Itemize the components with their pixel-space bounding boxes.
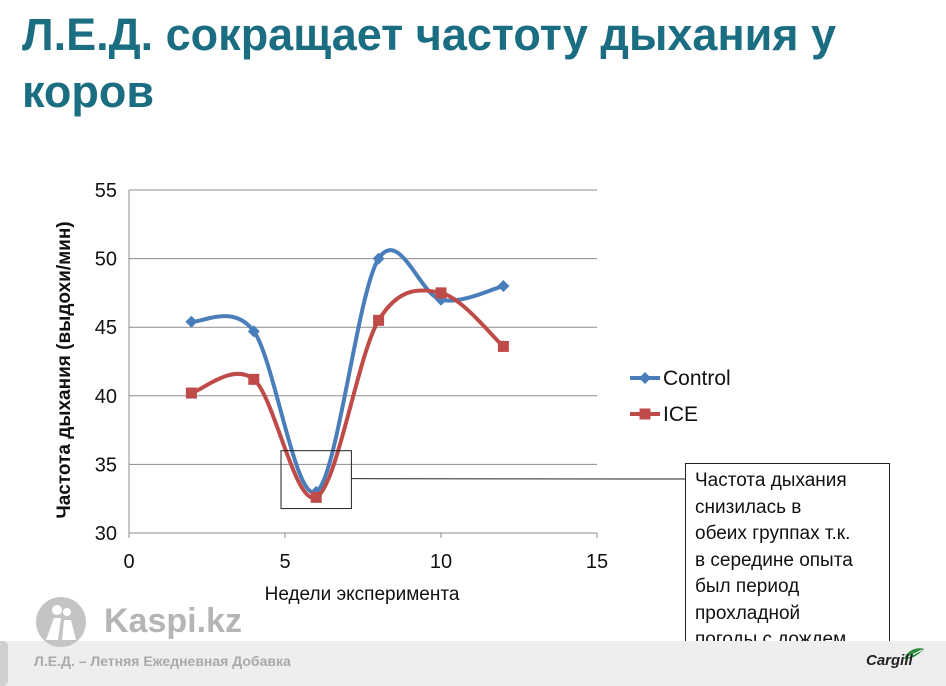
- y-tick-label: 30: [95, 523, 117, 545]
- annotation-note-line: обеих группах т.к.: [695, 523, 851, 544]
- data-point-control: [497, 280, 510, 293]
- x-tick-label: 15: [586, 551, 608, 573]
- watermark-logo: [36, 597, 86, 647]
- legend-label: Control: [663, 367, 731, 390]
- y-axis-title: Частота дыхания (выдохи/мин): [54, 221, 75, 518]
- footer-tab: [0, 641, 8, 686]
- chart-legend: Control ICE: [630, 367, 731, 426]
- legend-item-control: Control: [630, 367, 731, 390]
- legend-label: ICE: [663, 403, 698, 426]
- data-point-control: [372, 252, 385, 265]
- chart-series: [185, 248, 510, 503]
- y-tick-label: 35: [95, 454, 117, 476]
- data-point-ice: [373, 314, 385, 326]
- footer-text: Л.Е.Д. – Летняя Ежедневная Добавка: [34, 653, 291, 669]
- data-point-ice: [497, 340, 509, 352]
- chart-gridlines: [129, 189, 597, 465]
- y-tick-label: 40: [95, 386, 117, 408]
- annotation-highlight-box: [280, 450, 352, 510]
- series-ice: [185, 287, 509, 503]
- series-line-control: [191, 248, 504, 495]
- brand-logo-text: Cargill: [866, 652, 913, 669]
- annotation-note-line: был период: [695, 576, 800, 597]
- x-tick-label: 0: [123, 551, 134, 573]
- y-tick-label: 50: [95, 249, 117, 271]
- annotation-note: Частота дыхания снизилась в обеих группах …: [685, 463, 890, 656]
- annotation-note-line: в середине опыта: [695, 549, 853, 571]
- x-tick-label: 5: [279, 551, 290, 573]
- cargill-leaf-icon: [904, 648, 924, 659]
- annotation-note-line: Частота дыхания: [695, 470, 847, 491]
- data-point-ice: [310, 491, 322, 503]
- annotation-note-line: снизилась в: [695, 496, 802, 518]
- watermark-text: Kaspi.kz: [104, 602, 242, 640]
- data-point-ice: [248, 373, 260, 385]
- chart-annotation: [280, 450, 686, 510]
- legend-marker: [639, 372, 651, 384]
- y-tick-label: 45: [95, 317, 117, 339]
- x-axis-title: Недели эксперимента: [265, 584, 460, 605]
- series-line-ice: [190, 288, 505, 500]
- watermark-circle-icon: [36, 597, 86, 647]
- y-tick-label: 55: [95, 180, 117, 202]
- slide-title: Л.Е.Д. сокращает частоту дыхания у коров: [22, 9, 837, 117]
- footer-bar: [0, 641, 946, 686]
- data-point-ice: [435, 287, 447, 299]
- annotation-note-line: прохладной: [695, 602, 801, 624]
- data-point-control: [247, 325, 260, 338]
- legend-item-ice: ICE: [630, 403, 698, 426]
- x-tick-label: 10: [430, 551, 452, 573]
- chart-axes: 30 35 40 45 50 55 0 5 10 15: [95, 180, 608, 573]
- data-point-control: [185, 315, 198, 328]
- data-point-ice: [185, 387, 197, 399]
- legend-marker: [639, 408, 651, 420]
